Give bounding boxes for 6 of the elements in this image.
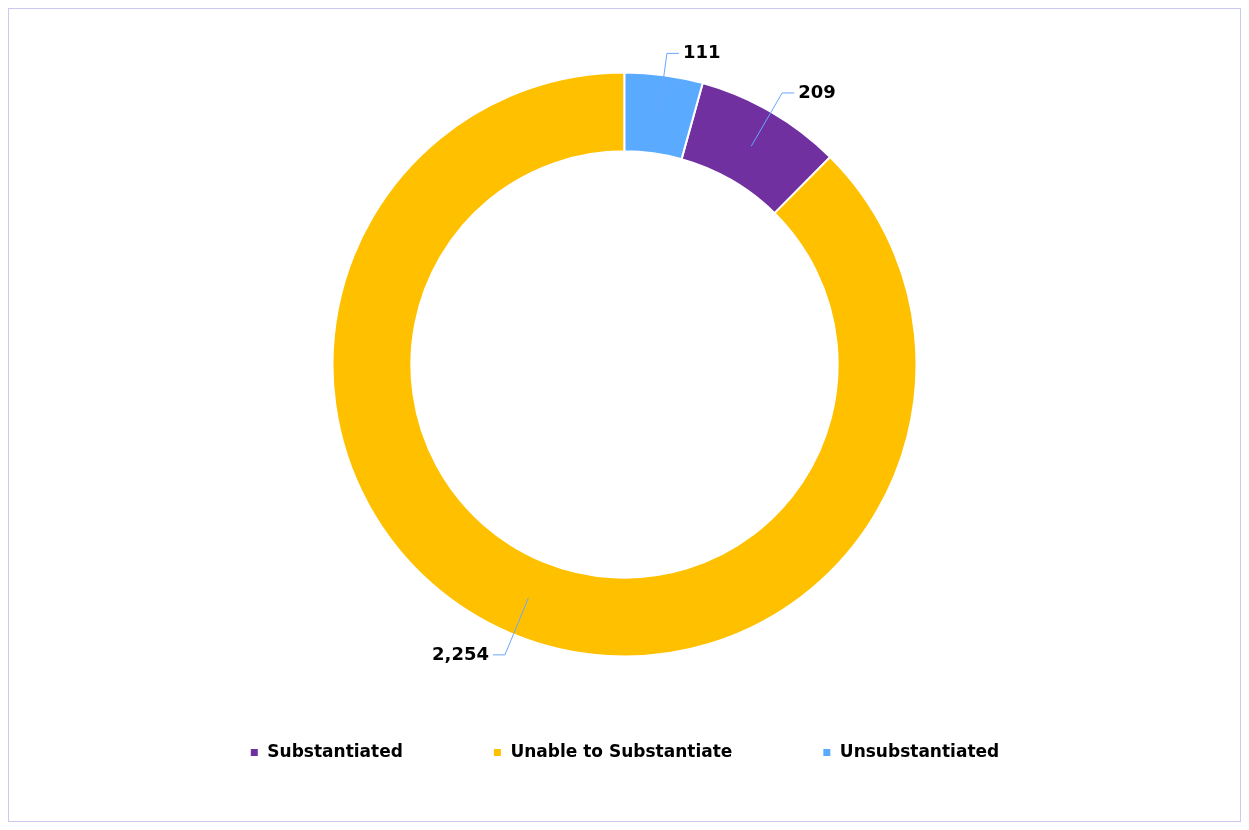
legend-label: Substantiated [267, 740, 403, 761]
data-label: 111 [682, 41, 721, 63]
data-label: 2,254 [432, 642, 489, 664]
legend-label: Unsubstantiated [839, 740, 1000, 761]
legend-label: Unable to Substantiate [510, 740, 733, 761]
data-label: 209 [798, 80, 836, 102]
